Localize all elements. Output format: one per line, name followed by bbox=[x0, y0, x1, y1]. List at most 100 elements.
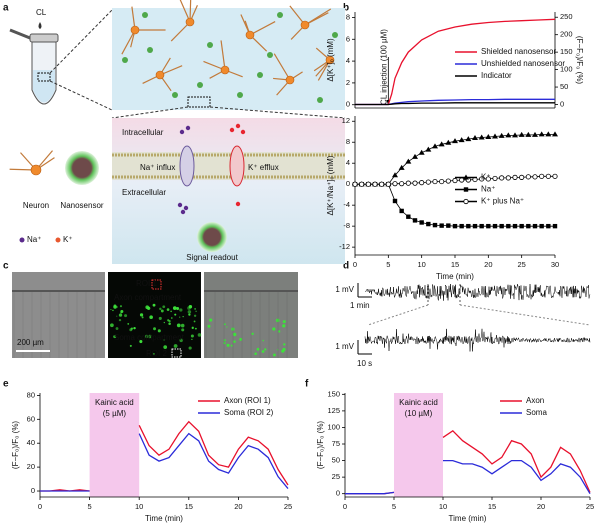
cell-signal bbox=[262, 339, 265, 342]
cell-signal bbox=[261, 350, 265, 353]
nanosensor-icon bbox=[65, 151, 99, 185]
cell-signal bbox=[118, 313, 123, 317]
cell-signal bbox=[163, 339, 165, 341]
label-extracellular: Extracellular bbox=[122, 188, 166, 197]
cell-signal bbox=[116, 315, 118, 317]
legend-label: K⁺ plus Na⁺ bbox=[481, 197, 524, 206]
nanosensor-dot bbox=[197, 82, 203, 88]
annotation: CL injection (100 µM) bbox=[379, 29, 388, 105]
cell-signal bbox=[278, 330, 281, 333]
y-axis-label: Δ[K⁺]ₒ (mM) bbox=[326, 38, 335, 82]
zoom-line bbox=[209, 106, 346, 119]
cell-signal bbox=[223, 342, 226, 345]
marker bbox=[419, 220, 424, 225]
y-tick-label: 75 bbox=[332, 439, 340, 448]
marker bbox=[546, 223, 551, 229]
cell-signal bbox=[273, 353, 276, 357]
compartment-label: Soma compartment bbox=[114, 333, 185, 342]
cell-signal bbox=[207, 324, 211, 328]
cell-signal bbox=[119, 305, 123, 308]
cell-signal bbox=[160, 309, 164, 313]
legend-label: Indicator bbox=[481, 71, 512, 80]
cell-signal bbox=[110, 323, 114, 328]
marker bbox=[463, 174, 469, 180]
y-tick-label: 80 bbox=[27, 390, 35, 399]
marker bbox=[519, 223, 524, 229]
y-tick-label: -12 bbox=[339, 242, 350, 251]
marker bbox=[545, 173, 551, 179]
y-tick-label: 0 bbox=[346, 100, 350, 109]
cell-signal bbox=[124, 314, 128, 318]
y-tick-label: 25 bbox=[332, 472, 340, 481]
label-intracellular: Intracellular bbox=[122, 128, 164, 137]
cell-signal bbox=[168, 322, 171, 326]
label-na-influx: Na⁺ influx bbox=[140, 163, 175, 172]
cell-signal bbox=[209, 318, 213, 322]
cell-signal bbox=[180, 323, 185, 328]
soma bbox=[245, 30, 255, 40]
panel-d: 1 mV 1 min 1 mV 10 s bbox=[335, 283, 591, 368]
marker bbox=[432, 178, 438, 185]
marker bbox=[512, 223, 518, 229]
ephys-trace bbox=[364, 328, 591, 352]
marker bbox=[532, 174, 538, 180]
cell-signal bbox=[195, 310, 197, 312]
ion bbox=[229, 127, 235, 133]
cell-signal bbox=[170, 310, 173, 313]
cell-signal bbox=[193, 314, 197, 317]
cell-signal bbox=[176, 307, 180, 311]
y-axis-label: (F−F₀)/F₀ (%) bbox=[316, 421, 325, 470]
marker bbox=[406, 214, 411, 219]
marker bbox=[485, 133, 492, 139]
cell-signal bbox=[182, 315, 184, 318]
nanosensor-dot bbox=[277, 12, 283, 18]
legend-label: Unshielded nanosensor bbox=[481, 59, 565, 68]
marker bbox=[552, 131, 558, 137]
marker bbox=[385, 181, 391, 187]
legend-k: K⁺ bbox=[63, 235, 73, 244]
x-tick-label: 0 bbox=[353, 260, 357, 269]
marker bbox=[359, 181, 365, 187]
y-tick-label: 20 bbox=[27, 462, 35, 471]
traces bbox=[364, 283, 591, 352]
cell-signal bbox=[113, 335, 117, 339]
series-line bbox=[345, 459, 591, 495]
cell-signal bbox=[179, 338, 183, 343]
marker bbox=[419, 180, 425, 186]
marker bbox=[512, 132, 518, 138]
y-tick-label: 100 bbox=[327, 422, 340, 431]
scale-bar-label: 1 min bbox=[350, 301, 370, 310]
image-feature bbox=[12, 290, 105, 292]
dendrite bbox=[304, 8, 332, 26]
cell-signal bbox=[115, 327, 119, 330]
marker bbox=[398, 164, 405, 170]
cl-label: CL bbox=[36, 8, 47, 17]
y-tick-label: 4 bbox=[346, 56, 350, 65]
marker bbox=[472, 223, 478, 229]
cell-signal bbox=[197, 333, 202, 337]
cell-signal bbox=[139, 339, 143, 344]
marker bbox=[492, 133, 498, 139]
marker bbox=[499, 223, 504, 229]
marker bbox=[466, 223, 471, 229]
cell-signal bbox=[193, 320, 196, 323]
cell-signal bbox=[167, 319, 170, 322]
series-line bbox=[355, 102, 555, 106]
cell-signal bbox=[144, 334, 149, 339]
marker bbox=[439, 223, 444, 228]
cell-signal bbox=[145, 305, 150, 310]
zoom-line bbox=[49, 9, 113, 74]
cell-signal bbox=[158, 316, 162, 320]
cell-signal bbox=[272, 327, 276, 331]
x-tick-label: 15 bbox=[451, 260, 459, 269]
marker bbox=[552, 223, 558, 229]
x-axis-label: Time (min) bbox=[449, 514, 487, 523]
membrane-view bbox=[112, 118, 345, 264]
panel-label: c bbox=[3, 261, 9, 272]
marker bbox=[452, 177, 458, 184]
legend-label: Shielded nanosensor bbox=[481, 47, 557, 56]
cell-signal bbox=[116, 306, 118, 308]
cell-signal bbox=[194, 327, 197, 330]
marker bbox=[463, 187, 469, 192]
zoom-line bbox=[459, 304, 591, 326]
